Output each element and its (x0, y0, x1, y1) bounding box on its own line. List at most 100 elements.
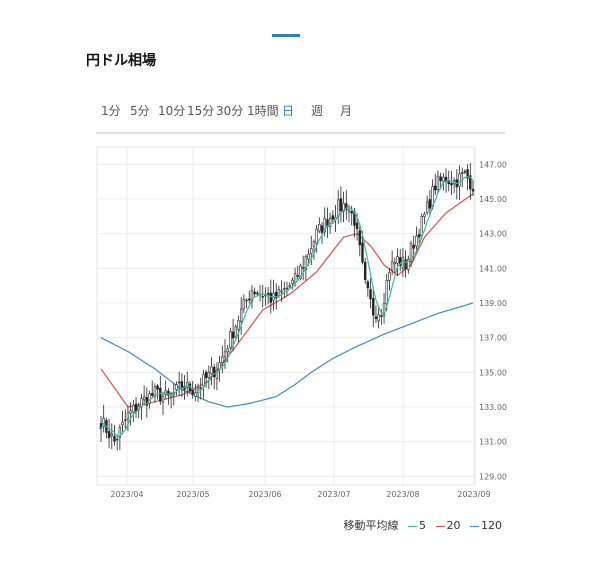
candle-body (347, 209, 351, 213)
tab-10min[interactable]: 10分 (158, 104, 186, 118)
candle-body (385, 280, 388, 304)
candle-body (415, 235, 418, 247)
candle-body (124, 419, 127, 421)
candle-body (107, 431, 111, 439)
candle-body (363, 261, 367, 280)
candle-body (180, 381, 184, 389)
candle-body (315, 228, 318, 244)
candle-body (248, 298, 251, 301)
candle-body (366, 281, 370, 289)
y-tick-label: 139.00 (479, 299, 507, 308)
candle-body (132, 404, 135, 413)
candle-body (296, 275, 299, 277)
y-tick-label: 129.00 (479, 472, 507, 481)
candle-body (161, 395, 165, 403)
candle-body (191, 389, 194, 395)
tab-5min[interactable]: 5分 (130, 104, 150, 118)
legend-title: 移動平均線 (343, 519, 399, 532)
x-tick-label: 2023/05 (176, 490, 209, 499)
y-tick-label: 131.00 (479, 438, 507, 447)
candle-body (318, 224, 321, 232)
candle-body (393, 262, 397, 265)
candle-body (199, 387, 202, 389)
candle-body (342, 202, 345, 212)
candle-body (204, 371, 208, 378)
candle-body (194, 392, 197, 397)
candle-body (407, 259, 410, 270)
candle-body (221, 356, 224, 363)
candle-body (215, 369, 219, 379)
candle-body (121, 421, 124, 426)
x-tick-label: 2023/07 (317, 490, 350, 499)
y-tick-label: 143.00 (479, 230, 507, 239)
x-tick-label: 2023/04 (110, 490, 143, 499)
candle-body (237, 320, 240, 330)
candle-body (425, 201, 429, 213)
candle-body (404, 259, 407, 270)
y-tick-label: 135.00 (479, 368, 507, 377)
candle-body (463, 171, 467, 173)
plot-frame (96, 146, 476, 486)
candle-body (361, 242, 364, 263)
candle-body (301, 267, 305, 269)
candle-body (226, 348, 229, 353)
candle-body (299, 265, 302, 279)
candle-body (401, 256, 405, 269)
candle-body (436, 175, 440, 190)
tab-monthly[interactable]: 月 (340, 104, 353, 118)
tab-30min[interactable]: 30分 (216, 104, 244, 118)
candle-body (256, 292, 259, 295)
tab-daily[interactable]: 日 (282, 104, 295, 118)
candle-body (439, 176, 442, 181)
candle-body (444, 176, 448, 183)
candle-body (223, 351, 227, 358)
candle-body (434, 185, 437, 191)
candle-body (159, 387, 162, 402)
candle-body (110, 433, 113, 437)
candle-body (420, 216, 423, 237)
candle-body (380, 315, 383, 317)
candle-body (129, 410, 132, 414)
candle-body (458, 173, 461, 187)
candle-body (417, 234, 421, 238)
tab-1min[interactable]: 1分 (101, 104, 121, 118)
candle-body (307, 253, 310, 260)
candle-body (358, 230, 361, 246)
candle-body (447, 181, 450, 184)
candle-body (145, 397, 149, 406)
candle-body (355, 222, 359, 230)
candle-body (466, 169, 469, 179)
candle-body (345, 203, 348, 211)
candle-body (423, 213, 426, 218)
candle-body (134, 403, 138, 412)
y-tick-label: 133.00 (479, 403, 507, 412)
candle-body (469, 175, 472, 190)
candle-body (388, 272, 391, 281)
candle-body (213, 366, 216, 377)
candle-body (229, 330, 232, 348)
tab-15min[interactable]: 15分 (187, 104, 215, 118)
legend-swatch-ma20 (435, 525, 445, 527)
candle-body (374, 316, 378, 320)
candle-body (409, 243, 413, 262)
candle-body (399, 257, 402, 266)
x-tick-label: 2023/06 (248, 490, 281, 499)
tab-1hour[interactable]: 1時間 (247, 104, 279, 118)
candle-body (350, 211, 353, 214)
candle-body (285, 287, 289, 290)
candle-body (277, 289, 281, 296)
candle-body (175, 384, 178, 391)
candle-body (396, 256, 399, 264)
candle-body (390, 261, 394, 271)
active-tab-indicator (272, 34, 300, 37)
candle-body (369, 289, 372, 300)
candle-body (245, 299, 248, 302)
candle-body (310, 248, 313, 254)
y-tick-label: 141.00 (479, 264, 507, 273)
tab-weekly[interactable]: 週 (311, 104, 324, 118)
x-tick-label: 2023/08 (386, 490, 419, 499)
candle-body (202, 374, 205, 387)
candle-body (280, 290, 283, 293)
candle-body (239, 308, 243, 322)
candle-body (461, 172, 464, 174)
